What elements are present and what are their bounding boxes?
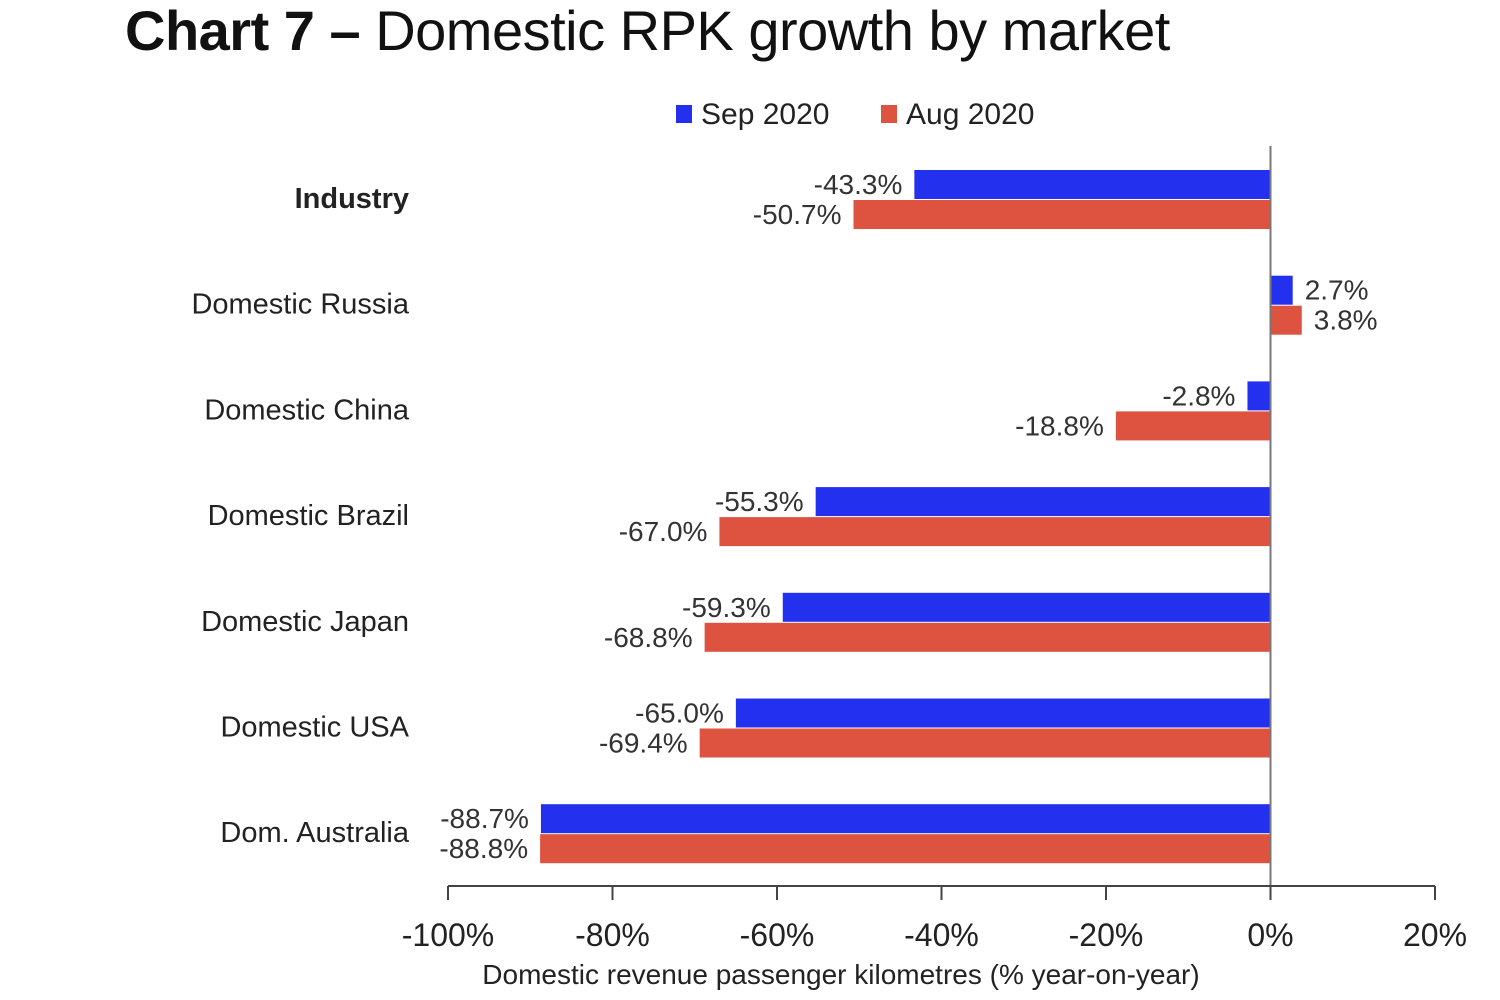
legend-label: Sep 2020	[701, 98, 829, 131]
category-label: Domestic Brazil	[208, 500, 409, 532]
data-label: -88.8%	[439, 833, 528, 864]
data-label: -88.7%	[440, 803, 529, 834]
data-label: -50.7%	[753, 199, 842, 230]
category-label: Industry	[295, 183, 409, 215]
data-label: -2.8%	[1162, 380, 1235, 411]
data-label: -43.3%	[814, 169, 903, 200]
bar-sep-2020	[914, 170, 1271, 199]
data-label: 3.8%	[1314, 305, 1378, 336]
bar-aug-2020	[540, 834, 1271, 864]
legend-label: Aug 2020	[906, 98, 1034, 131]
bars-group: -43.3%-50.7% 2.7%3.8% -2.8% -18.8% -55.3%-67…	[439, 169, 1377, 864]
x-tick-label: -60%	[740, 917, 815, 953]
bar-sep-2020	[1270, 275, 1293, 305]
bar-sep-2020	[1247, 381, 1271, 411]
bar-aug-2020	[699, 728, 1271, 758]
legend: Sep 2020 Aug 2020	[676, 98, 1034, 131]
legend-swatch	[676, 105, 692, 123]
x-tick-label: -40%	[904, 917, 979, 953]
x-tick-label: 0%	[1247, 917, 1293, 953]
data-label: -69.4%	[599, 728, 688, 759]
x-tick-label: -20%	[1069, 917, 1144, 953]
category-label: Domestic China	[204, 394, 410, 426]
x-tick-label: -80%	[575, 917, 650, 953]
chart-title-text: Domestic RPK growth by market	[375, 0, 1170, 62]
category-label: Domestic USA	[220, 712, 409, 744]
chart-title: Chart 7 – Domestic RPK growth by market	[125, 0, 1170, 62]
bar-aug-2020	[1270, 305, 1302, 335]
bar-aug-2020	[704, 622, 1271, 652]
bar-aug-2020	[1115, 411, 1271, 441]
data-label: -18.8%	[1015, 410, 1104, 441]
bar-sep-2020	[540, 804, 1271, 834]
category-label: Domestic Japan	[201, 606, 409, 638]
bar-aug-2020	[719, 517, 1271, 547]
data-label: -55.3%	[715, 486, 804, 517]
category-label: Domestic Russia	[191, 289, 409, 321]
bar-aug-2020	[853, 200, 1271, 229]
x-tick-label: 20%	[1403, 917, 1467, 953]
bar-sep-2020	[735, 698, 1271, 728]
data-label: -65.0%	[635, 698, 724, 729]
category-labels: Industry Domestic Russia Domestic China Dom…	[191, 183, 409, 849]
data-label: -68.8%	[604, 622, 693, 653]
x-axis: -100% -80% -60% -40% -20% 0% 20% Domestic reven…	[402, 146, 1467, 990]
data-label: -59.3%	[682, 592, 771, 623]
x-tick-label: -100%	[402, 917, 495, 953]
data-label: 2.7%	[1305, 275, 1369, 306]
legend-swatch	[881, 105, 897, 123]
bar-sep-2020	[782, 592, 1271, 622]
category-label: Dom. Australia	[220, 817, 409, 849]
x-axis-title: Domestic revenue passenger kilometres (%…	[482, 959, 1199, 990]
data-label: -67.0%	[619, 516, 708, 547]
chart-title-prefix: Chart 7 –	[125, 0, 361, 62]
bar-sep-2020	[815, 487, 1271, 517]
